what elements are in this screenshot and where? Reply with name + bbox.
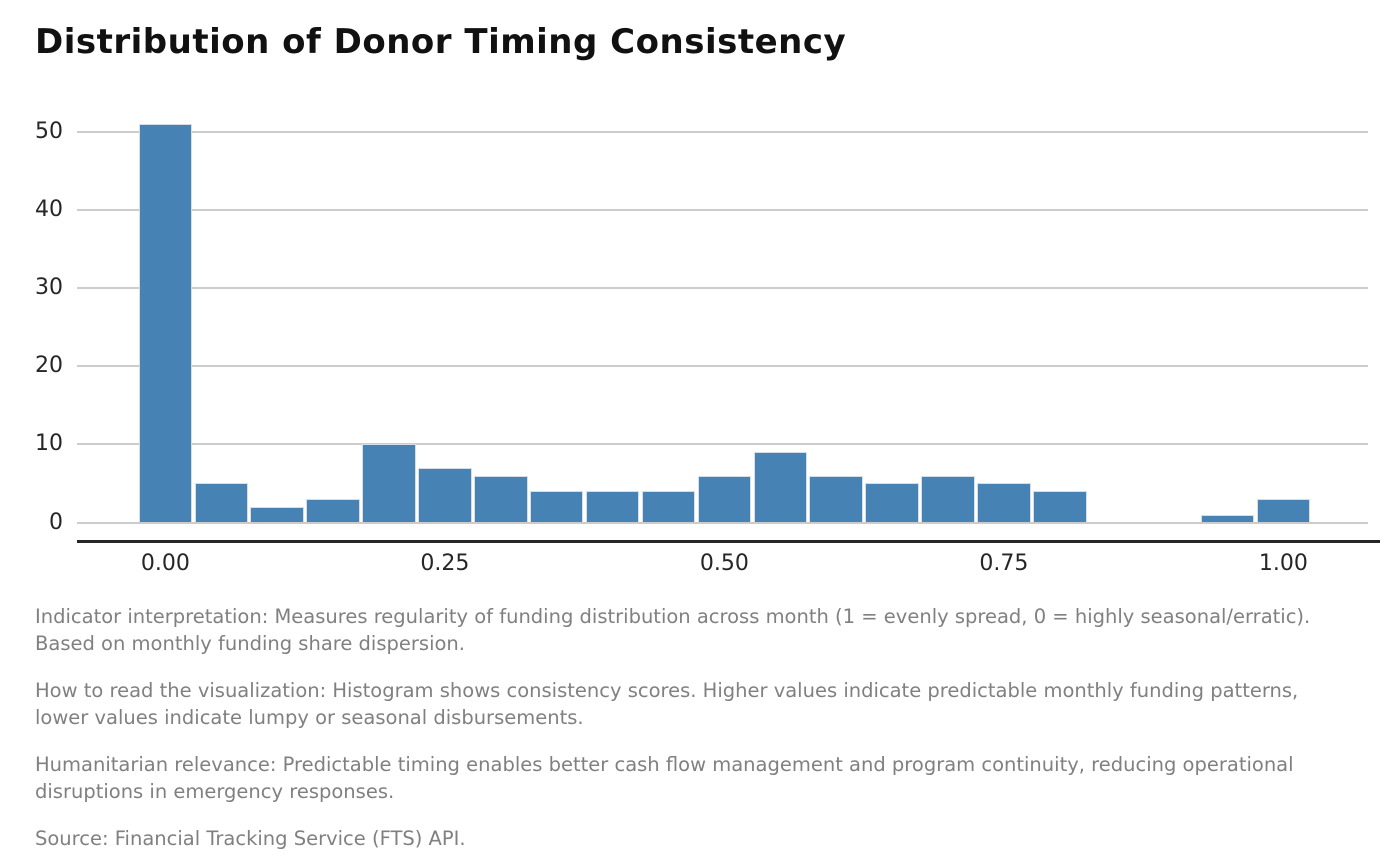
histogram-bar [641, 491, 696, 523]
y-tick-label: 20 [35, 353, 63, 379]
histogram-bar [753, 452, 808, 523]
histogram-bar [977, 483, 1031, 523]
x-tick-label: 0.25 [420, 551, 470, 576]
histogram-bar [306, 499, 360, 523]
chart-title: Distribution of Donor Timing Consistency [35, 22, 847, 62]
y-tick-label: 40 [35, 196, 63, 222]
x-tick-label: 1.00 [1258, 551, 1308, 576]
histogram-bar [865, 483, 919, 523]
histogram-bar [250, 506, 304, 523]
y-tick-label: 0 [49, 509, 63, 535]
gridline [77, 208, 1368, 211]
gridline [77, 443, 1368, 446]
histogram-bar [529, 491, 584, 523]
x-tick-label: 0.75 [979, 551, 1029, 576]
gridline [77, 286, 1368, 289]
x-tick-label: 0.00 [140, 551, 190, 576]
histogram-bar [1033, 491, 1087, 523]
histogram-bar [138, 123, 193, 523]
chart-notes: Indicator interpretation: Measures regul… [35, 604, 1350, 865]
histogram-bar [1200, 514, 1255, 523]
histogram-bar [194, 483, 249, 523]
histogram-bar [921, 475, 975, 523]
note-how-to-read: How to read the visualization: Histogram… [35, 679, 1299, 729]
note-indicator-interpretation: Indicator interpretation: Measures regul… [35, 605, 1311, 655]
histogram-bar [1256, 499, 1311, 523]
histogram-bar [418, 467, 472, 523]
x-tick-label: 0.50 [699, 551, 749, 576]
gridline [77, 365, 1368, 368]
histogram-bar [474, 475, 528, 523]
y-tick-label: 10 [35, 431, 63, 457]
histogram-bar [697, 475, 752, 523]
histogram-bar [362, 444, 416, 523]
histogram-bar [585, 491, 640, 523]
y-tick-label: 50 [35, 118, 63, 144]
y-tick-label: 30 [35, 274, 63, 300]
gridline [77, 130, 1368, 133]
x-axis-spine [77, 540, 1380, 543]
histogram-bar [809, 475, 863, 523]
note-source: Source: Financial Tracking Service (FTS)… [35, 827, 466, 850]
note-humanitarian-relevance: Humanitarian relevance: Predictable timi… [35, 753, 1294, 803]
gridline [77, 521, 1368, 524]
